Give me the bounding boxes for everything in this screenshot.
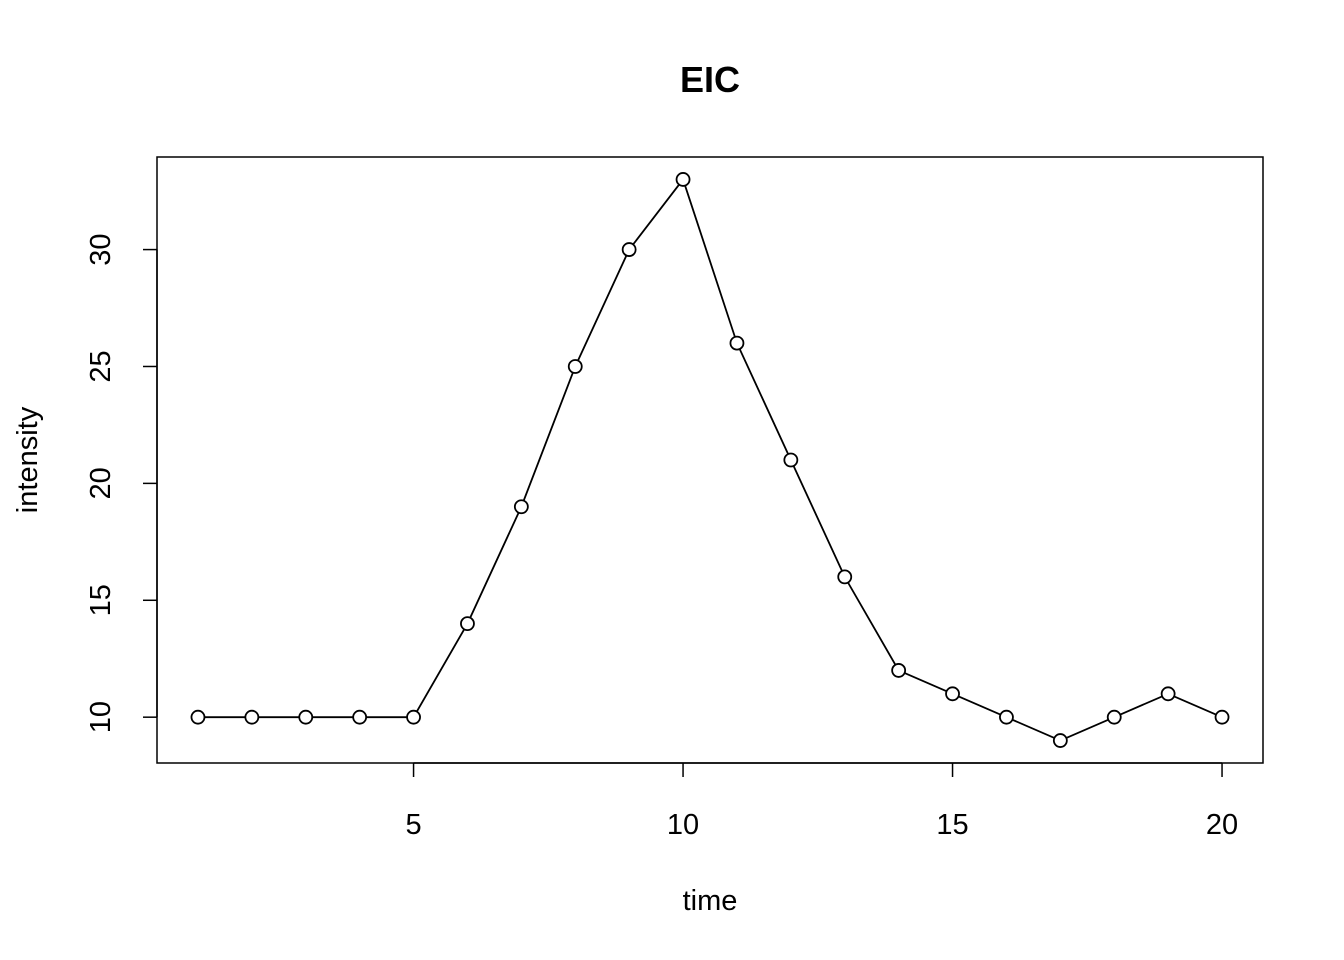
data-point [999, 709, 1014, 725]
plot-frame [156, 156, 1264, 764]
y-tick-label: 20 [85, 467, 117, 499]
data-point [729, 335, 745, 351]
data-point [891, 663, 907, 678]
y-tick-label: 15 [85, 584, 117, 616]
chart-title: EIC [680, 59, 740, 100]
y-axis: 10 15 20 25 30 [85, 233, 158, 733]
data-point [675, 172, 691, 187]
x-axis-label: time [683, 885, 738, 917]
data-point [621, 242, 637, 257]
y-axis-label: intensity [12, 406, 44, 513]
data-point [513, 499, 529, 515]
y-tick-label: 10 [85, 701, 117, 733]
x-tick-label: 5 [405, 809, 421, 841]
data-point [298, 709, 314, 725]
data-point [567, 359, 583, 374]
x-tick-label: 15 [936, 809, 968, 841]
data-point [460, 616, 475, 632]
data-point [1052, 733, 1068, 748]
data-point [406, 709, 421, 725]
data-point [1160, 686, 1176, 702]
series-layer [190, 172, 1230, 748]
y-tick-label: 25 [85, 350, 117, 382]
x-axis: 5 10 15 20 [405, 762, 1238, 841]
data-point [945, 686, 960, 702]
data-point [1106, 709, 1122, 725]
x-tick-label: 20 [1206, 809, 1238, 841]
series-line [197, 177, 1223, 742]
data-point [190, 709, 206, 725]
y-tick-label: 30 [85, 233, 117, 265]
data-point [837, 569, 853, 585]
data-point [1214, 709, 1230, 725]
data-point [783, 452, 799, 468]
data-point [352, 709, 368, 725]
data-point [244, 709, 260, 725]
x-tick-label: 10 [667, 809, 699, 841]
